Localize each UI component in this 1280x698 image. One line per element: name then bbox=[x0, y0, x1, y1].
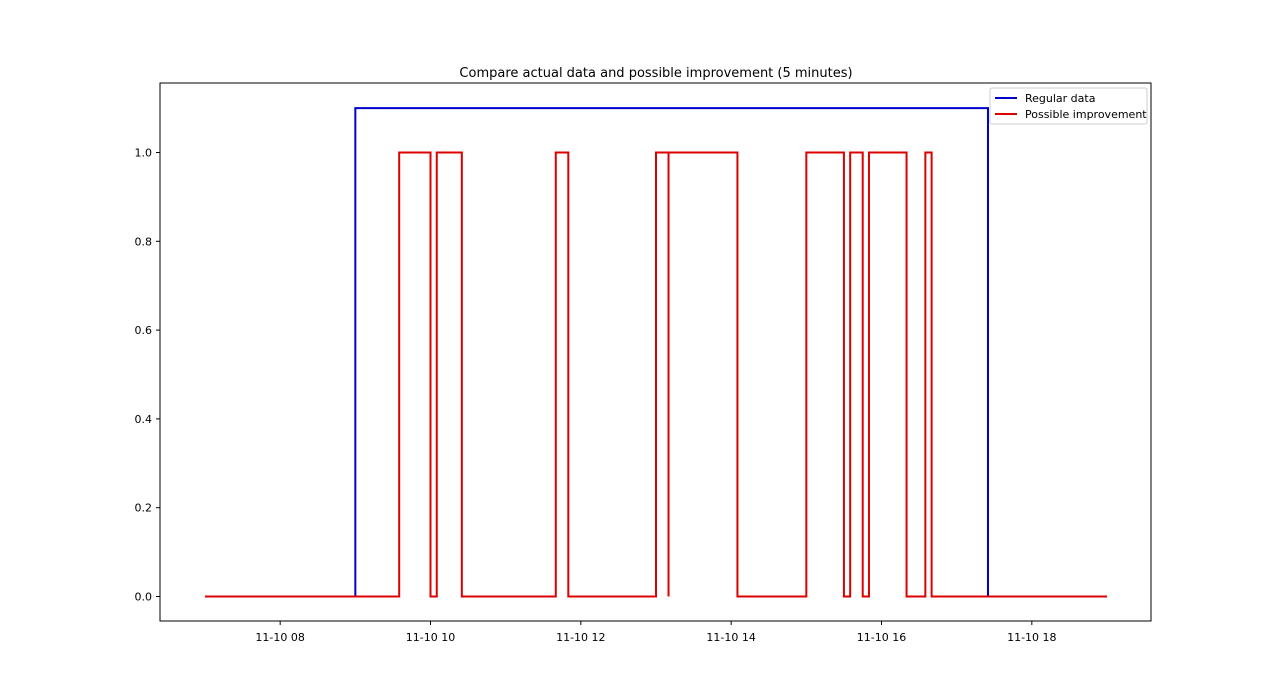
legend-label: Possible improvement bbox=[1025, 108, 1147, 121]
y-tick-label: 0.6 bbox=[135, 324, 153, 337]
x-axis: 11-10 08 11-10 10 11-10 12 11-10 14 11-10 16… bbox=[255, 621, 1057, 644]
legend: Regular data Possible improvement bbox=[989, 87, 1148, 125]
y-axis: 0.0 0.2 0.4 0.6 0.8 1.0 bbox=[135, 147, 160, 604]
legend-box bbox=[989, 87, 1148, 125]
x-tick-label: 11-10 10 bbox=[406, 631, 455, 644]
y-tick-label: 0.2 bbox=[135, 502, 153, 515]
x-tick-label: 11-10 12 bbox=[556, 631, 605, 644]
y-tick-label: 0.4 bbox=[135, 413, 153, 426]
series-line-possible-improvement bbox=[205, 151, 1107, 598]
x-tick-label: 11-10 14 bbox=[706, 631, 755, 644]
x-tick-label: 11-10 16 bbox=[857, 631, 906, 644]
chart-title: Compare actual data and possible improve… bbox=[459, 66, 852, 81]
y-tick-label: 0.8 bbox=[135, 235, 153, 248]
x-tick-label: 11-10 08 bbox=[255, 631, 304, 644]
legend-label: Regular data bbox=[1025, 92, 1095, 105]
y-tick-label: 1.0 bbox=[135, 147, 153, 160]
x-tick-label: 11-10 18 bbox=[1007, 631, 1056, 644]
plot-area bbox=[205, 107, 1107, 598]
series-line-regular-data bbox=[354, 107, 989, 597]
y-tick-label: 0.0 bbox=[135, 591, 153, 604]
plot-frame bbox=[159, 82, 1152, 622]
